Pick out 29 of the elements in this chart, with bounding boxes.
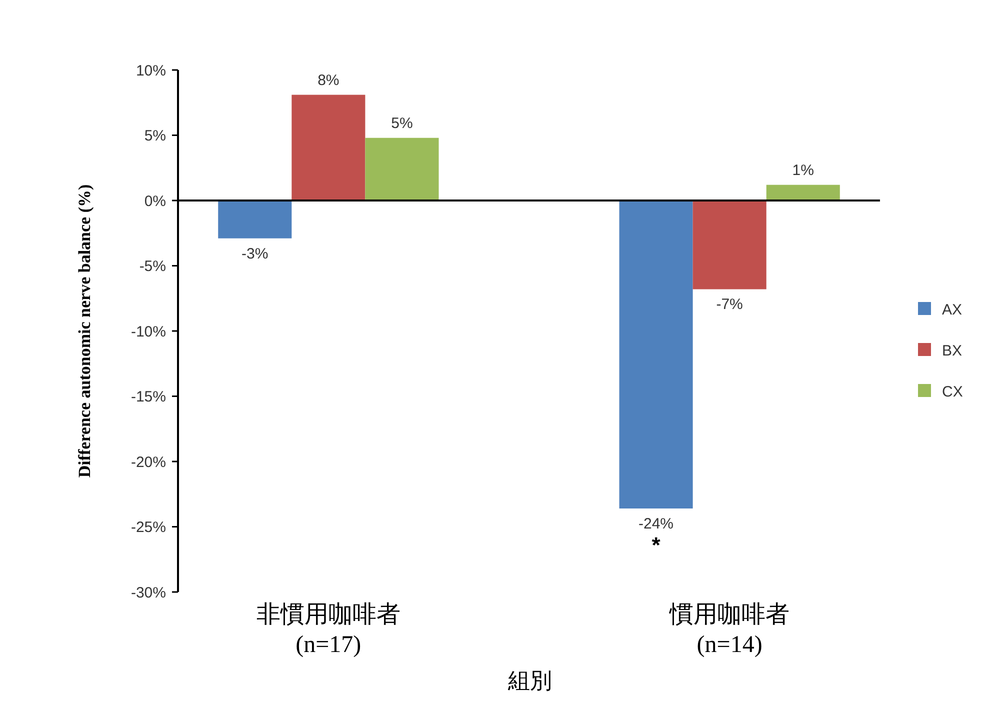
y-tick-label: -20% — [130, 454, 166, 471]
data-label: 5% — [391, 114, 413, 132]
bar — [218, 200, 292, 238]
y-tick-label: 0% — [144, 192, 166, 210]
y-tick-label: 5% — [144, 128, 166, 144]
bar — [292, 94, 366, 200]
legend-label: BX — [942, 342, 962, 360]
legend-label: AX — [942, 301, 962, 318]
bar — [619, 200, 693, 508]
x-axis-title: 組別 — [507, 668, 552, 693]
bar — [766, 184, 840, 200]
legend-label: CX — [942, 383, 963, 400]
annotation: * — [652, 532, 661, 558]
y-axis-title: Difference autonomic nerve balance (%) — [75, 184, 94, 478]
data-label: -24% — [638, 515, 674, 532]
y-tick-label: -25% — [130, 519, 166, 536]
y-tick-label: -5% — [139, 258, 166, 275]
x-tick-label: 慣用咖啡者 (n=14) — [668, 602, 790, 658]
data-label: -3% — [242, 245, 268, 262]
y-tick-label: -15% — [130, 388, 166, 406]
data-label: 1% — [792, 162, 814, 179]
bar — [692, 200, 766, 290]
y-tick-label: -30% — [130, 584, 166, 602]
data-label: -7% — [716, 296, 743, 314]
x-tick-label: 非慣用咖啡者 (n=17) — [256, 602, 400, 658]
y-tick-label: -10% — [130, 323, 166, 340]
y-tick-label: 10% — [136, 62, 166, 80]
bar — [365, 138, 439, 200]
data-label: 8% — [318, 72, 340, 89]
